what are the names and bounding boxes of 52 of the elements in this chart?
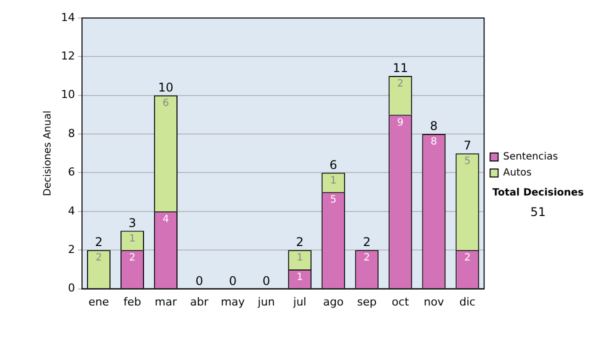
data-label: 2	[397, 78, 404, 90]
data-label: 4	[162, 214, 169, 226]
total-label: 7	[464, 138, 472, 153]
data-label: 1	[296, 272, 304, 284]
x-tick-label: oct	[392, 295, 410, 308]
data-label: 9	[397, 117, 404, 128]
x-tick-label: ene	[88, 295, 110, 308]
y-tick-label: 0	[68, 282, 75, 295]
total-label: 2	[363, 235, 371, 250]
legend-label: Sentencias	[503, 152, 558, 163]
y-tick-label: 2	[68, 242, 75, 256]
data-label: 5	[330, 194, 337, 206]
data-label: 6	[162, 98, 169, 109]
data-label: 1	[296, 252, 304, 264]
x-tick-label: jul	[292, 295, 306, 308]
total-label: 8	[430, 119, 438, 134]
x-tick-label: nov	[424, 295, 444, 308]
total-label: 2	[296, 235, 304, 250]
total-label: 11	[392, 61, 408, 76]
legend-label: Autos	[503, 168, 532, 179]
data-label: 2	[364, 252, 370, 264]
total-label: 6	[330, 158, 338, 172]
total-label: 0	[262, 274, 270, 288]
x-tick-label: may	[220, 295, 246, 308]
x-tick-label: abr	[190, 295, 209, 308]
x-tick-label: sep	[357, 295, 377, 308]
y-tick-label: 12	[60, 50, 75, 63]
y-tick-label: 14	[60, 10, 75, 24]
data-label: 8	[430, 136, 438, 148]
x-tick-label: dic	[459, 295, 476, 308]
x-tick-label: feb	[123, 295, 142, 308]
data-label: 5	[464, 156, 471, 167]
y-tick-label: 8	[68, 126, 75, 140]
total-label: 0	[195, 274, 204, 288]
data-label: 2	[464, 252, 471, 264]
data-label: 2	[96, 252, 102, 264]
text: 51	[530, 205, 546, 220]
total-label: 10	[158, 80, 174, 94]
y-tick-label: 10	[60, 88, 75, 102]
x-tick-label: ago	[323, 295, 344, 308]
y-tick-label: 6	[68, 166, 75, 179]
data-label: 1	[129, 233, 136, 244]
y-axis-title: Decisiones Anual	[42, 110, 54, 196]
data-label: 1	[330, 175, 337, 186]
data-label: 2	[129, 252, 136, 264]
y-tick-label: 4	[68, 204, 75, 218]
total-label: 2	[94, 235, 103, 250]
text: Total Decisiones	[492, 188, 584, 199]
x-tick-label: mar	[154, 295, 178, 308]
total-label: 0	[228, 274, 237, 288]
total-label: 3	[128, 216, 136, 230]
x-tick-label: jun	[256, 295, 275, 308]
